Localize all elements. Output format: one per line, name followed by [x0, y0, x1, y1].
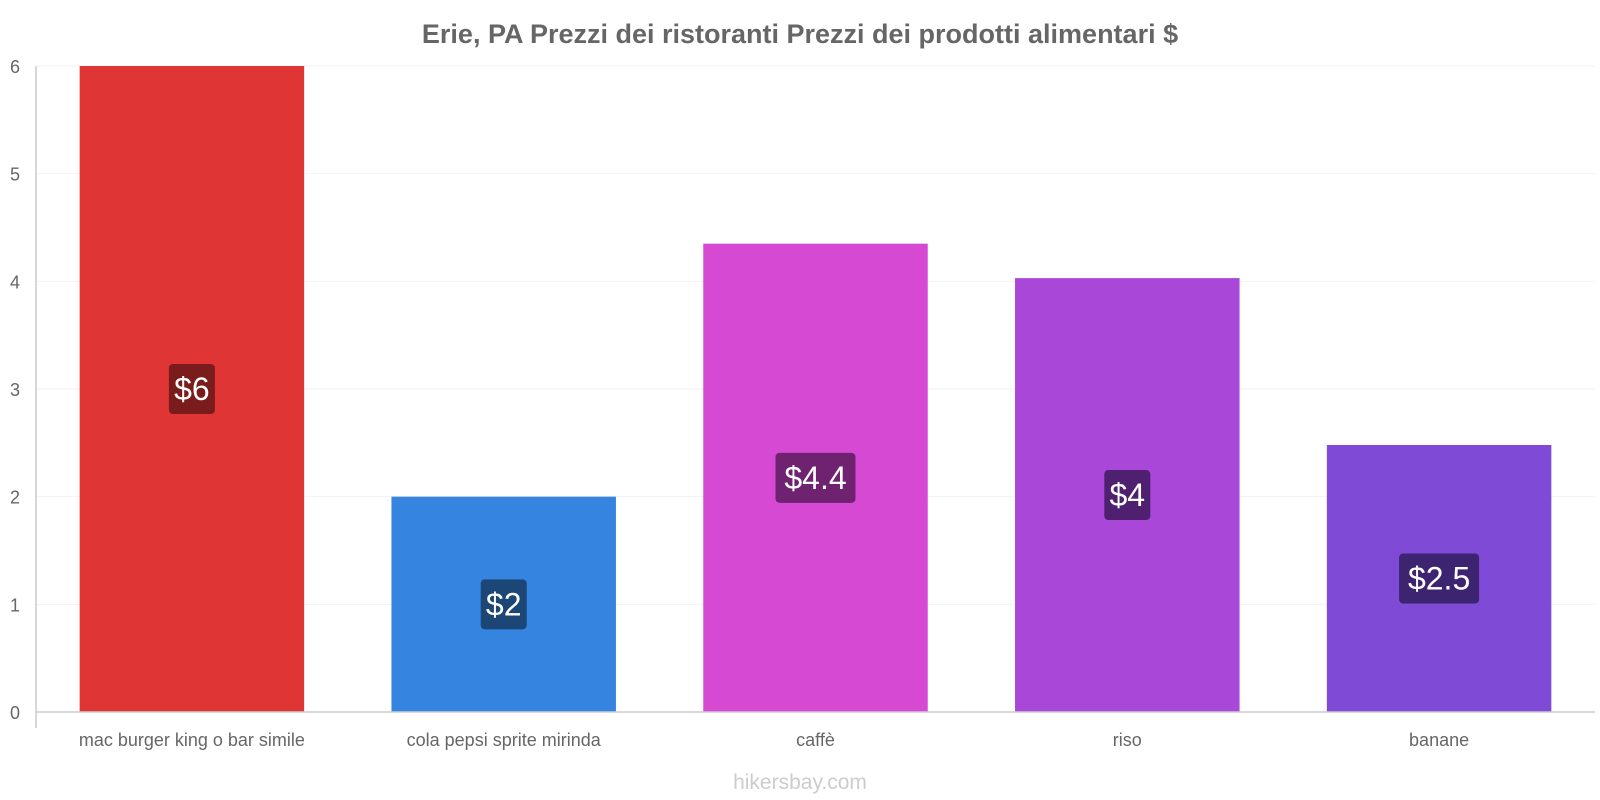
value-label: $2.5 [1408, 560, 1470, 596]
chart-title: Erie, PA Prezzi dei ristoranti Prezzi de… [422, 19, 1178, 49]
value-label-box [1399, 553, 1480, 604]
value-label: $2 [486, 586, 522, 622]
y-axis-ticks: 0 1 2 3 4 5 6 [10, 57, 20, 723]
value-label: $4 [1110, 477, 1146, 513]
y-tick-label: 4 [10, 272, 20, 292]
category-label: riso [1113, 730, 1142, 750]
category-label: caffè [796, 730, 835, 750]
y-tick-label: 0 [10, 703, 20, 723]
value-label-box [775, 452, 856, 503]
value-labels: $6 $2 $4.4 $4 $2.5 [168, 364, 1480, 630]
watermark: hikersbay.com [733, 771, 867, 794]
value-label-box [1104, 470, 1151, 521]
y-tick-label: 6 [10, 57, 20, 77]
value-label-box [168, 364, 215, 414]
y-tick-label: 3 [10, 380, 20, 400]
category-label: banane [1409, 730, 1469, 750]
y-tick-label: 2 [10, 488, 20, 508]
category-labels: mac burger king o bar simile cola pepsi s… [79, 730, 1469, 750]
y-tick-label: 5 [10, 165, 20, 185]
value-label: $6 [174, 371, 210, 407]
category-label: cola pepsi sprite mirinda [407, 730, 602, 750]
value-label: $4.4 [784, 460, 846, 496]
value-label-box [480, 579, 527, 630]
category-label: mac burger king o bar simile [79, 730, 305, 750]
y-tick-label: 1 [10, 595, 20, 615]
